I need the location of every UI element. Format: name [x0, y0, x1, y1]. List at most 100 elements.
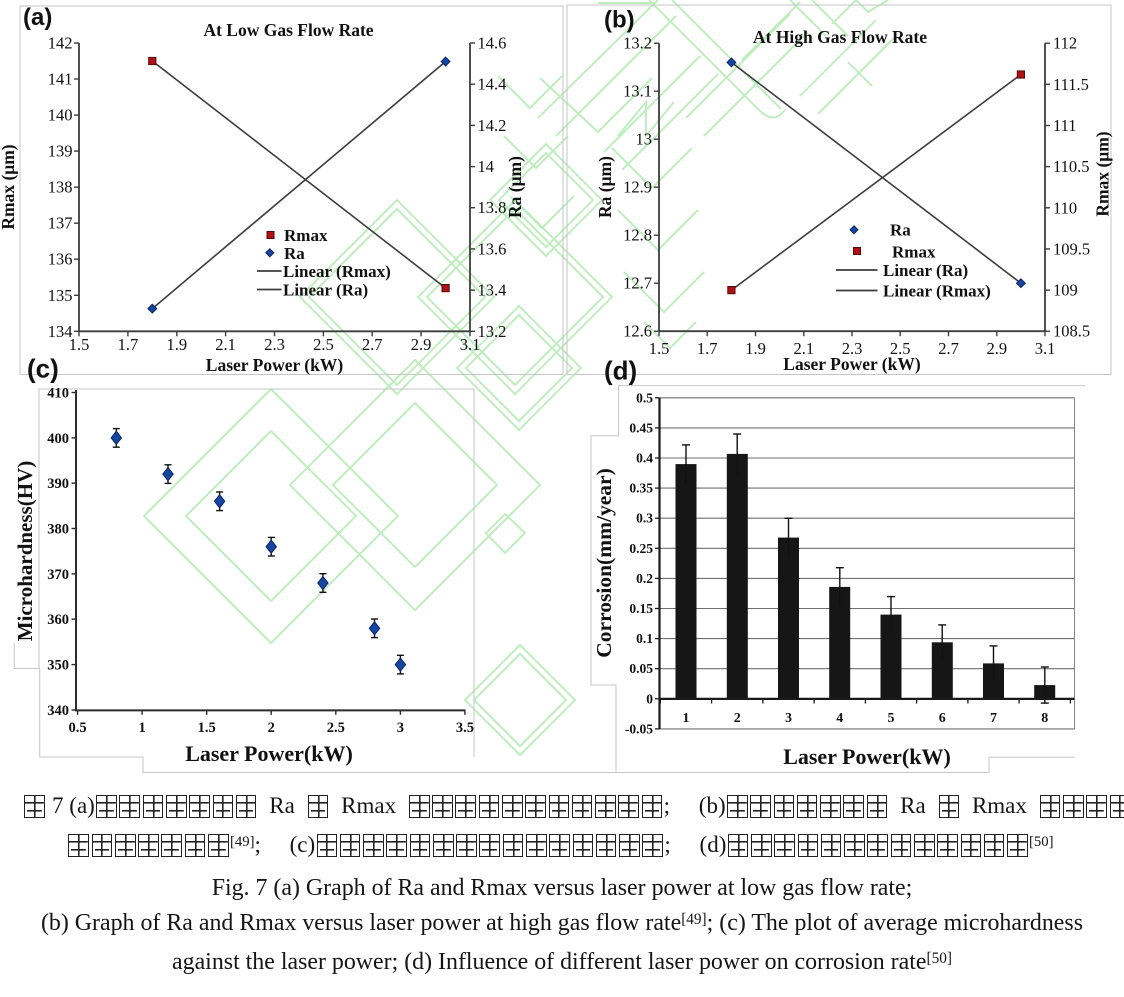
svg-text:8: 8: [1041, 711, 1048, 726]
svg-text:2.1: 2.1: [793, 339, 814, 358]
svg-text:108.5: 108.5: [1053, 322, 1090, 341]
svg-text:139: 139: [48, 142, 73, 161]
svg-text:12.9: 12.9: [623, 178, 652, 197]
svg-text:141: 141: [48, 70, 73, 89]
svg-text:14.6: 14.6: [478, 34, 507, 53]
svg-text:Linear (Ra): Linear (Ra): [883, 261, 968, 280]
svg-text:0: 0: [646, 691, 653, 706]
svg-text:1.7: 1.7: [697, 339, 718, 358]
svg-text:3.1: 3.1: [460, 335, 481, 354]
svg-text:1: 1: [138, 720, 145, 736]
svg-text:400: 400: [47, 431, 69, 447]
svg-text:13.1: 13.1: [623, 82, 652, 101]
svg-text:135: 135: [48, 286, 73, 305]
svg-text:2.9: 2.9: [411, 335, 432, 354]
svg-text:2.5: 2.5: [890, 339, 911, 358]
svg-text:-0.05: -0.05: [625, 721, 653, 736]
svg-text:109.5: 109.5: [1053, 239, 1090, 258]
svg-text:111.5: 111.5: [1053, 75, 1089, 94]
svg-text:1.9: 1.9: [166, 335, 187, 354]
svg-text:0.45: 0.45: [629, 420, 653, 435]
svg-text:Rmax: Rmax: [284, 226, 328, 245]
svg-text:3.1: 3.1: [1035, 339, 1056, 358]
svg-text:1.7: 1.7: [118, 335, 139, 354]
svg-text:1.5: 1.5: [649, 339, 670, 358]
svg-text:14.2: 14.2: [478, 116, 507, 135]
svg-text:0.5: 0.5: [636, 390, 653, 405]
svg-text:Ra: Ra: [890, 221, 911, 240]
svg-text:3.5: 3.5: [456, 720, 474, 736]
svg-text:Corrosion(mm/year): Corrosion(mm/year): [592, 468, 616, 657]
svg-text:6: 6: [939, 711, 946, 726]
svg-text:13.2: 13.2: [478, 322, 507, 341]
svg-text:110: 110: [1053, 198, 1077, 217]
svg-text:110.5: 110.5: [1053, 157, 1090, 176]
svg-text:Ra (μm): Ra (μm): [505, 156, 525, 218]
svg-text:1.9: 1.9: [745, 339, 766, 358]
svg-text:1.5: 1.5: [69, 335, 90, 354]
svg-text:13.8: 13.8: [478, 198, 507, 217]
svg-text:Rmax: Rmax: [892, 243, 936, 262]
svg-text:3: 3: [785, 711, 792, 726]
svg-text:0.1: 0.1: [636, 631, 653, 646]
svg-text:7: 7: [990, 711, 997, 726]
svg-text:2.3: 2.3: [264, 335, 285, 354]
svg-text:Laser Power(kW): Laser Power(kW): [185, 741, 353, 766]
svg-text:2.7: 2.7: [938, 339, 959, 358]
svg-text:Rmax (μm): Rmax (μm): [1093, 131, 1113, 216]
svg-text:137: 137: [48, 214, 73, 233]
svg-text:0.5: 0.5: [69, 720, 87, 736]
svg-text:134: 134: [48, 322, 73, 341]
svg-text:350: 350: [47, 658, 69, 674]
svg-text:4: 4: [836, 711, 843, 726]
svg-text:390: 390: [47, 476, 69, 492]
svg-text:109: 109: [1053, 281, 1078, 300]
svg-text:(c): (c): [27, 354, 59, 384]
svg-text:2.5: 2.5: [327, 720, 345, 736]
svg-text:0.3: 0.3: [636, 511, 653, 526]
svg-text:111: 111: [1053, 116, 1077, 135]
svg-text:380: 380: [47, 522, 69, 538]
svg-text:Rmax (μm): Rmax (μm): [0, 144, 18, 229]
svg-text:14: 14: [478, 157, 495, 176]
svg-text:At High Gas Flow Rate: At High Gas Flow Rate: [753, 27, 927, 47]
svg-text:(a): (a): [23, 4, 52, 31]
svg-text:0.25: 0.25: [629, 541, 653, 556]
svg-text:Ra (μm): Ra (μm): [595, 156, 615, 218]
svg-text:Linear (Ra): Linear (Ra): [283, 281, 368, 300]
svg-text:13.4: 13.4: [478, 281, 507, 300]
svg-text:12.7: 12.7: [623, 274, 652, 293]
svg-text:Laser Power (kW): Laser Power (kW): [206, 355, 344, 375]
svg-text:136: 136: [48, 250, 73, 269]
svg-text:12.8: 12.8: [623, 226, 652, 245]
svg-text:2.9: 2.9: [986, 339, 1007, 358]
svg-text:112: 112: [1053, 34, 1077, 53]
svg-text:0.4: 0.4: [636, 451, 653, 466]
svg-text:360: 360: [47, 612, 69, 628]
svg-text:Ra: Ra: [284, 244, 305, 263]
svg-text:0.35: 0.35: [629, 481, 653, 496]
svg-text:142: 142: [48, 34, 73, 53]
svg-text:2: 2: [268, 720, 275, 736]
svg-text:0.15: 0.15: [629, 601, 653, 616]
svg-text:0.2: 0.2: [636, 571, 653, 586]
svg-text:340: 340: [47, 703, 69, 719]
svg-text:410: 410: [47, 386, 69, 402]
svg-text:14.4: 14.4: [478, 75, 507, 94]
svg-text:5: 5: [888, 711, 895, 726]
svg-text:Laser Power(kW): Laser Power(kW): [783, 744, 951, 769]
svg-text:Linear (Rmax): Linear (Rmax): [283, 262, 391, 281]
svg-text:12.6: 12.6: [623, 322, 652, 341]
svg-text:1: 1: [683, 711, 690, 726]
svg-text:0.05: 0.05: [629, 661, 653, 676]
svg-text:13: 13: [636, 130, 653, 149]
svg-text:2: 2: [734, 711, 741, 726]
svg-text:2.3: 2.3: [842, 339, 863, 358]
svg-text:2.1: 2.1: [215, 335, 236, 354]
svg-text:Microhardness(HV): Microhardness(HV): [13, 461, 37, 641]
svg-text:140: 140: [48, 106, 73, 125]
svg-text:13.2: 13.2: [623, 34, 652, 53]
svg-text:2.7: 2.7: [362, 335, 383, 354]
svg-text:At Low Gas Flow Rate: At Low Gas Flow Rate: [203, 20, 373, 40]
svg-text:1.5: 1.5: [198, 720, 216, 736]
